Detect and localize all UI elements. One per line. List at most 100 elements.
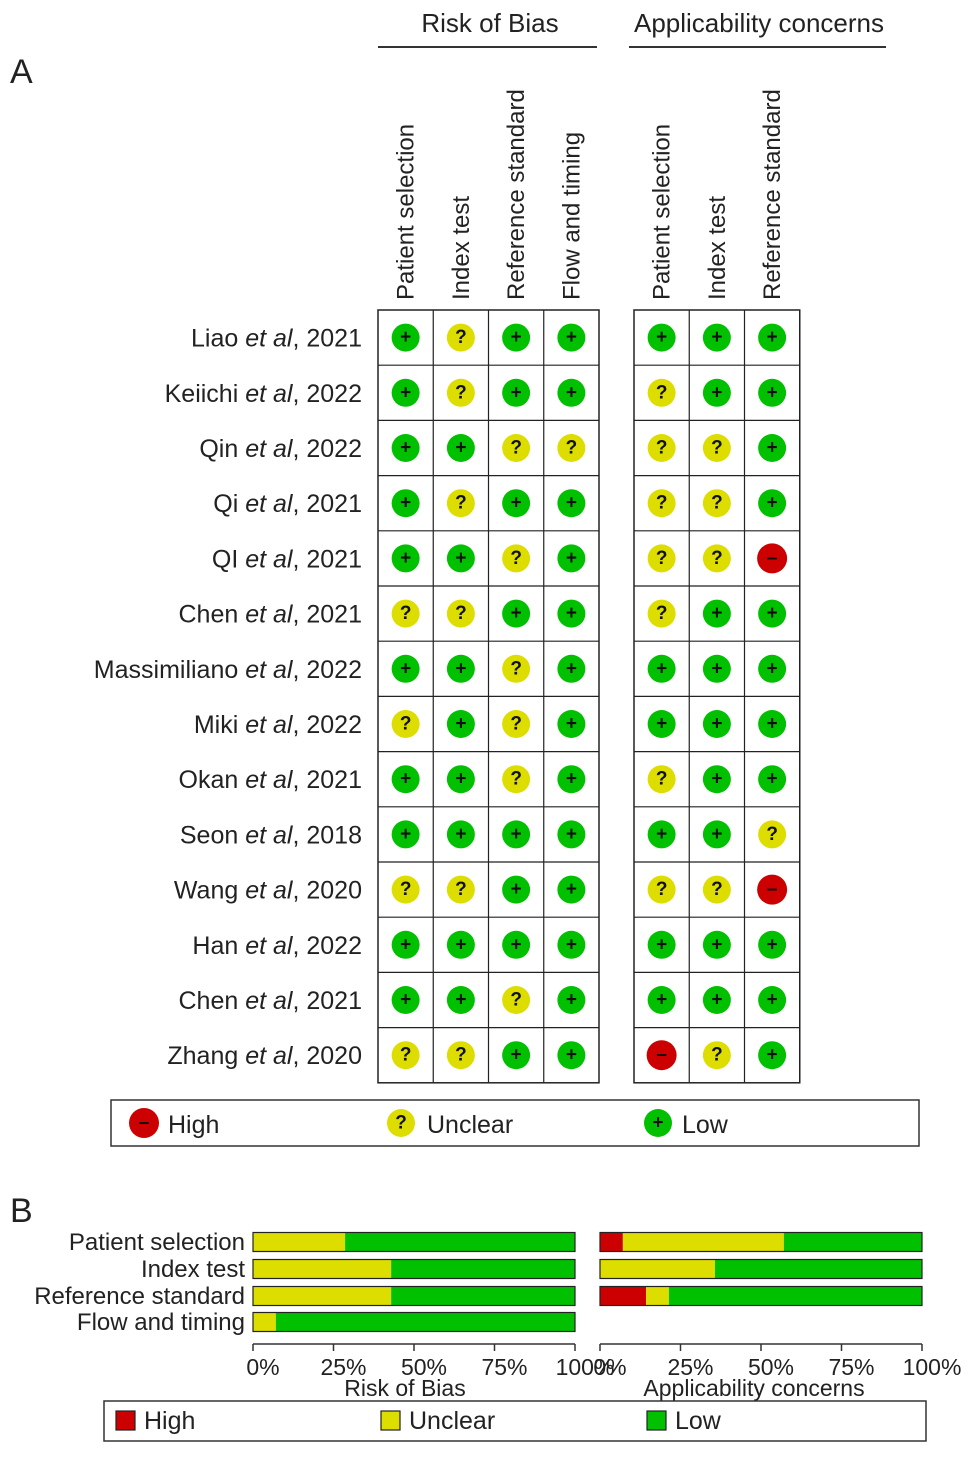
unclear-symbol: ? [400,879,412,900]
risk-cell-symbol: ? [502,765,531,794]
high-symbol: – [767,548,778,569]
risk-tick-label: 50% [401,1354,447,1380]
unclear-circle [647,434,676,462]
risk-cell-symbol: + [502,930,531,959]
low-circle [391,986,420,1014]
low-circle [758,378,787,407]
unclear-symbol: ? [510,438,522,459]
unclear-symbol: ? [395,1113,407,1134]
summary-bars [252,1231,923,1333]
legend-b-low-label: Low [675,1407,722,1435]
risk-cell-symbol: ? [502,986,531,1014]
low-symbol: + [455,658,466,679]
unclear-symbol: ? [656,603,668,624]
unclear-circle [391,1041,420,1070]
unclear-symbol: ? [656,769,668,790]
study-label: Okan et al, 2021 [179,766,362,794]
low-symbol: + [511,824,522,845]
applicability-cell-symbol: + [702,986,731,1014]
high-circle [646,1040,677,1071]
low-circle [647,930,676,959]
low-circle [502,599,531,628]
applicability-cell-symbol: + [758,1041,787,1070]
risk-cell-symbol: + [557,1041,586,1070]
legend-low-label: Low [682,1111,729,1139]
legend-low-icon: + [644,1109,672,1137]
applicability-cell-symbol: + [702,820,731,849]
legend-b-unclear-swatch [380,1410,401,1431]
risk-bar-low [391,1286,575,1306]
low-symbol: + [711,658,722,679]
low-circle [557,875,586,904]
low-circle [758,654,787,683]
risk-cell-symbol: ? [391,599,420,628]
low-symbol: + [566,990,577,1011]
unclear-circle [446,323,475,352]
applicability-tick-label: 50% [748,1354,794,1380]
applicability-cell-symbol: + [702,323,731,352]
applicability-bar-unclear [600,1259,715,1279]
unclear-symbol: ? [510,769,522,790]
study-label: Miki et al, 2022 [194,711,362,739]
applicability-axis-title: Applicability concerns [643,1375,864,1401]
unclear-circle [647,599,676,628]
legend-b-high-label: High [144,1407,195,1435]
unclear-symbol: ? [656,382,668,403]
risk-axis-title: Risk of Bias [344,1375,465,1401]
risk-cell-symbol: + [391,986,420,1014]
low-symbol: + [400,934,411,955]
low-symbol: + [656,658,667,679]
low-symbol: + [400,548,411,569]
unclear-circle [702,434,731,462]
low-circle [446,710,475,738]
summary-category-label: Reference standard [34,1283,245,1310]
applicability-cell-symbol: + [702,654,731,683]
risk-cell-symbol: + [446,710,475,738]
study-label: Wang et al, 2020 [174,877,362,905]
low-circle [758,1041,787,1070]
low-symbol: + [652,1113,663,1134]
low-circle [446,434,475,462]
risk-tick-label: 75% [481,1354,527,1380]
low-circle [391,323,420,352]
low-symbol: + [511,603,522,624]
applicability-tick-label: 0% [593,1354,626,1380]
low-circle [446,986,475,1014]
applicability-cell-symbol: + [702,765,731,794]
study-etal: et al [245,545,294,573]
low-symbol: + [767,934,778,955]
study-etal: et al [245,877,294,905]
applicability-cell-symbol: ? [702,489,731,518]
applicability-cell-symbol: + [702,710,731,738]
low-circle [446,544,475,573]
unclear-circle [502,654,531,683]
low-circle [391,930,420,959]
study-year: , 2022 [292,435,362,463]
applicability-col-header: Reference standard [759,89,786,300]
unclear-circle [502,434,531,462]
low-circle [702,654,731,683]
summary-category-label: Index test [141,1256,245,1283]
applicability-cell-symbol: ? [647,378,676,407]
low-circle [557,710,586,738]
low-circle [758,434,787,462]
unclear-symbol: ? [455,327,467,348]
applicability-tick-label: 75% [828,1354,874,1380]
unclear-symbol: ? [510,658,522,679]
low-symbol: + [511,493,522,514]
high-symbol: – [656,1045,667,1066]
unclear-symbol: ? [455,879,467,900]
unclear-symbol: ? [455,603,467,624]
low-circle [702,986,731,1014]
unclear-circle [702,875,731,904]
unclear-symbol: ? [711,548,723,569]
low-symbol: + [656,934,667,955]
low-circle [647,986,676,1014]
low-circle [758,930,787,959]
risk-bar-outline [252,1311,576,1333]
low-symbol: + [767,769,778,790]
study-author: Okan [179,766,246,794]
risk-cell-symbol: ? [502,654,531,683]
panel-a-label: A [10,53,33,91]
applicability-cell-symbol: ? [647,765,676,794]
